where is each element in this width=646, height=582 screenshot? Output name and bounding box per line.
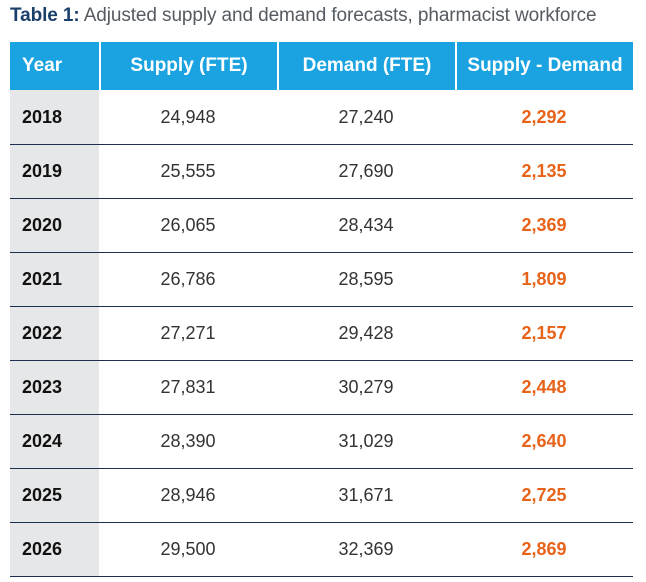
table-row: 2022 27,271 29,428 2,157: [10, 306, 633, 360]
header-demand: Demand (FTE): [277, 42, 455, 90]
cell-demand: 27,240: [338, 106, 394, 127]
table-row: 2021 26,786 28,595 1,809: [10, 252, 633, 306]
cell-supply: 28,946: [99, 468, 277, 522]
cell-year: 2025: [10, 468, 99, 522]
cell-supply: 27,831: [99, 360, 277, 414]
cell-difference: 2,640: [455, 414, 633, 468]
table-row: 2019 25,555 27,690 2,135: [10, 144, 633, 198]
cell-difference: 2,448: [455, 360, 633, 414]
header-supply: Supply (FTE): [99, 42, 277, 90]
cell-supply: 26,065: [99, 198, 277, 252]
cell-demand: 29,428: [277, 306, 455, 360]
cell-supply: 27,271: [99, 306, 277, 360]
cell-demand: 30,279: [277, 360, 455, 414]
cell-demand: 28,595: [277, 252, 455, 306]
cell-demand: 32,369: [277, 522, 455, 577]
table-caption: Table 1: Adjusted supply and demand fore…: [10, 5, 597, 27]
forecast-table: Year Supply (FTE) Demand (FTE) Supply - …: [10, 42, 633, 577]
cell-supply: 24,948: [160, 106, 216, 127]
caption-text: Adjusted supply and demand forecasts, ph…: [79, 5, 597, 26]
cell-difference: 2,869: [455, 522, 633, 577]
cell-year: 2018: [10, 90, 99, 144]
cell-difference: 2,725: [455, 468, 633, 522]
cell-demand: 28,434: [277, 198, 455, 252]
table-row: 2026 29,500 32,369 2,869: [10, 522, 633, 577]
cell-difference: 2,157: [455, 306, 633, 360]
cell-year: 2020: [10, 198, 99, 252]
table-row: 2018 24,948 27,240 2,292: [10, 90, 633, 144]
table-row: 2024 28,390 31,029 2,640: [10, 414, 633, 468]
cell-supply: 29,500: [99, 522, 277, 577]
cell-supply: 25,555: [99, 144, 277, 198]
header-year: Year: [10, 42, 99, 90]
cell-year: 2023: [10, 360, 99, 414]
cell-demand: 31,671: [277, 468, 455, 522]
cell-demand: 31,029: [277, 414, 455, 468]
cell-year: 2026: [10, 522, 99, 577]
cell-difference: 2,369: [455, 198, 633, 252]
table-row: 2020 26,065 28,434 2,369: [10, 198, 633, 252]
table-row: 2025 28,946 31,671 2,725: [10, 468, 633, 522]
cell-demand: 27,690: [277, 144, 455, 198]
cell-year: 2022: [10, 306, 99, 360]
cell-supply: 26,786: [99, 252, 277, 306]
cell-difference: 2,135: [455, 144, 633, 198]
cell-difference: 2,292: [521, 106, 567, 127]
cell-year: 2024: [10, 414, 99, 468]
cell-year: 2019: [10, 144, 99, 198]
cell-year: 2021: [10, 252, 99, 306]
caption-label: Table 1:: [10, 5, 80, 26]
header-supply-minus-demand: Supply - Demand: [455, 42, 633, 90]
cell-difference: 1,809: [455, 252, 633, 306]
table-header-row: Year Supply (FTE) Demand (FTE) Supply - …: [10, 42, 633, 90]
cell-supply: 28,390: [99, 414, 277, 468]
table-row: 2023 27,831 30,279 2,448: [10, 360, 633, 414]
